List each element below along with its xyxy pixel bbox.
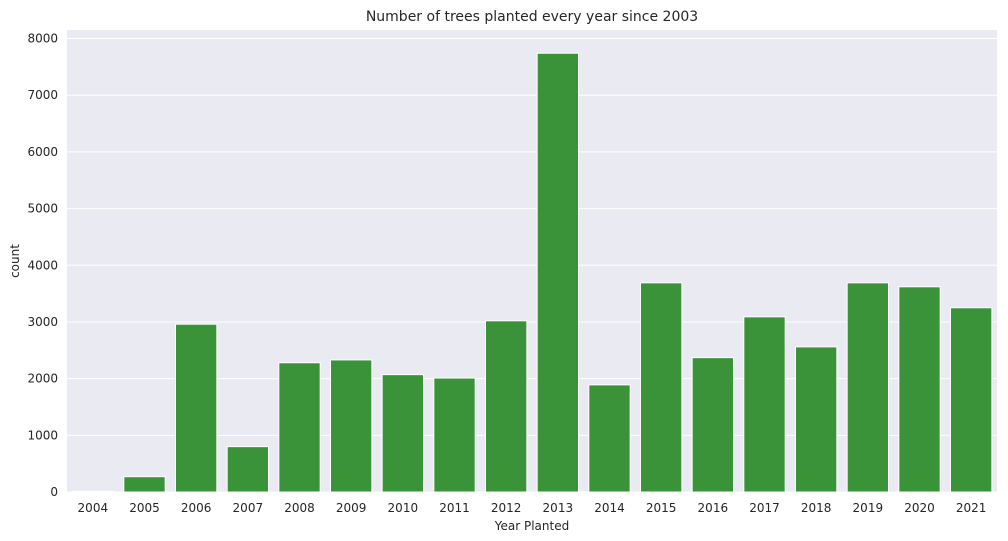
bar-2020: [898, 286, 941, 493]
x-axis-label: Year Planted: [494, 519, 569, 533]
bar-2012: [485, 320, 528, 493]
x-tick-label: 2018: [801, 501, 832, 515]
bar-2007: [226, 446, 270, 493]
x-tick-label: 2004: [78, 501, 109, 515]
bars: [71, 52, 993, 493]
x-tick-label: 2009: [336, 501, 367, 515]
bar-2009: [330, 359, 373, 493]
bar-2005: [123, 476, 166, 493]
y-axis-label: count: [8, 244, 22, 278]
y-tick-label: 0: [50, 485, 58, 499]
bar-2013: [536, 52, 580, 493]
x-tick-label: 2016: [698, 501, 729, 515]
grid-lines: [67, 38, 997, 493]
bar-2014: [588, 384, 631, 493]
bar-2018: [795, 346, 838, 493]
x-tick-label: 2005: [129, 501, 160, 515]
x-tick-label: 2014: [594, 501, 625, 515]
x-tick-label: 2010: [388, 501, 419, 515]
bar-2011: [433, 377, 476, 493]
x-tick-label: 2013: [543, 501, 574, 515]
bar-2006: [175, 323, 218, 493]
y-tick-label: 1000: [27, 428, 58, 442]
x-tick-label: 2017: [749, 501, 780, 515]
x-tick-label: 2007: [233, 501, 264, 515]
y-tick-label: 2000: [27, 372, 58, 386]
bar-2016: [691, 357, 735, 493]
y-tick-label: 5000: [27, 202, 58, 216]
bar-2017: [743, 316, 786, 493]
x-tick-label: 2006: [181, 501, 212, 515]
x-tick-label: 2011: [439, 501, 470, 515]
y-tick-label: 3000: [27, 315, 58, 329]
y-tick-label: 8000: [27, 32, 58, 46]
x-tick-label: 2015: [646, 501, 677, 515]
y-tick-label: 6000: [27, 145, 58, 159]
bar-2021: [950, 307, 993, 493]
x-tick-label: 2021: [956, 501, 987, 515]
bar-2008: [278, 362, 321, 493]
x-tick-label: 2019: [853, 501, 884, 515]
y-tick-label: 4000: [27, 258, 58, 272]
bar-2015: [640, 282, 683, 493]
x-tick-label: 2012: [491, 501, 522, 515]
y-axis-ticks: 0 1000 2000 3000 4000 5000 6000 7000 8000: [27, 32, 58, 499]
bar-2019: [846, 282, 890, 493]
x-tick-label: 2008: [284, 501, 315, 515]
y-tick-label: 7000: [27, 88, 58, 102]
bar-2010: [381, 374, 424, 493]
chart-title: Number of trees planted every year since…: [366, 9, 698, 25]
x-tick-label: 2020: [904, 501, 935, 515]
bar-2004: [71, 490, 114, 493]
plot-area: [67, 30, 997, 492]
x-axis-ticks: 2004 2005 2006 2007 2008 2009 2010 2011 2012 2013…: [78, 501, 987, 515]
